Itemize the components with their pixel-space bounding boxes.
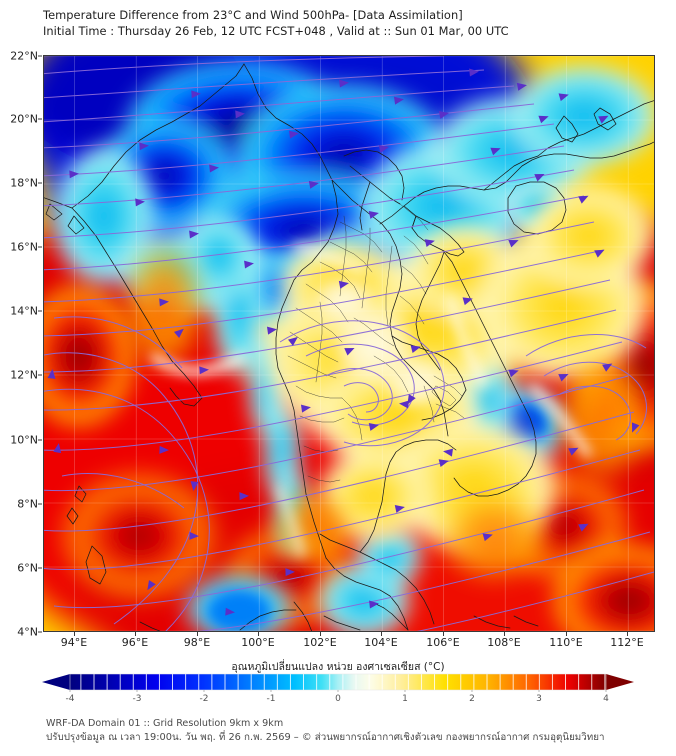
coastlines-and-borders [44,63,654,631]
footer-line-domain: WRF-DA Domain 01 :: Grid Resolution 9km … [46,718,284,729]
colorbar-caption: อุณหภูมิเปลี่ยนแปลง หน่วย องศาเซลเซียส (… [231,661,445,673]
cbtick-1: 1 [402,694,408,704]
cbtick--3: -3 [132,694,142,704]
footer-line-credit: ปรับปรุงข้อมูล ณ เวลา 19:00น. วัน พฤ. ที… [46,732,605,743]
ytick-4n: 4°N [17,625,38,639]
ytick-mark-4n [38,631,42,633]
xtick-mark-102e [320,632,321,636]
title-line-1: Temperature Difference from 23°C and Win… [43,8,463,22]
xtick-94e: 94°E [60,636,88,649]
xtick-110e: 110°E [549,636,583,649]
cbtick--2: -2 [199,694,209,704]
ytick-mark-6n [38,567,42,569]
map-gridlines [44,56,654,631]
ytick-mark-18n [38,182,42,184]
xtick-mark-94e [74,632,75,636]
xtick-mark-96e [135,632,136,636]
xtick-mark-104e [381,632,382,636]
xtick-112e: 112°E [610,636,644,649]
chart-title-block: Temperature Difference from 23°C and Win… [43,7,663,39]
xtick-mark-100e [258,632,259,636]
xtick-mark-112e [627,632,628,636]
cbtick--4: -4 [65,694,75,704]
ytick-mark-8n [38,503,42,505]
map-plot-area[interactable] [43,55,655,632]
ytick-6n: 6°N [17,561,38,575]
ytick-16n: 16°N [10,240,38,254]
ytick-mark-16n [38,246,42,248]
ytick-14n: 14°N [10,304,38,318]
temperature-field-and-streamlines [44,56,654,631]
colorbar-swatch[interactable] [42,672,634,692]
xtick-mark-110e [566,632,567,636]
xtick-106e: 106°E [426,636,460,649]
ytick-10n: 10°N [10,433,38,447]
footer-block: WRF-DA Domain 01 :: Grid Resolution 9km … [46,717,666,745]
xtick-mark-106e [443,632,444,636]
streamline-arrowheads [47,68,640,616]
xtick-102e: 102°E [303,636,337,649]
xtick-98e: 98°E [183,636,211,649]
colorbar-gradient [42,673,634,692]
cbtick-0: 0 [335,694,341,704]
ytick-mark-10n [38,439,42,441]
ytick-18n: 18°N [10,176,38,190]
ytick-mark-12n [38,374,42,376]
cbtick-4: 4 [603,694,609,704]
ytick-20n: 20°N [10,112,38,126]
latitude-axis: 4°N 6°N 8°N 10°N 12°N 14°N 16°N 18°N 20°… [0,0,42,756]
ytick-22n: 22°N [10,49,38,63]
cbtick-2: 2 [469,694,475,704]
xtick-mark-98e [197,632,198,636]
title-line-2: Initial Time : Thursday 26 Feb, 12 UTC F… [43,24,509,38]
cbtick--1: -1 [266,694,276,704]
ytick-8n: 8°N [17,497,38,511]
wind-streamlines-500hpa [44,56,654,631]
xtick-96e: 96°E [121,636,149,649]
ytick-mark-20n [38,118,42,120]
ytick-12n: 12°N [10,368,38,382]
cbtick-3: 3 [536,694,542,704]
xtick-108e: 108°E [487,636,521,649]
xtick-100e: 100°E [241,636,275,649]
ytick-mark-14n [38,310,42,312]
xtick-104e: 104°E [364,636,398,649]
xtick-mark-108e [504,632,505,636]
ytick-mark-22n [38,55,42,57]
